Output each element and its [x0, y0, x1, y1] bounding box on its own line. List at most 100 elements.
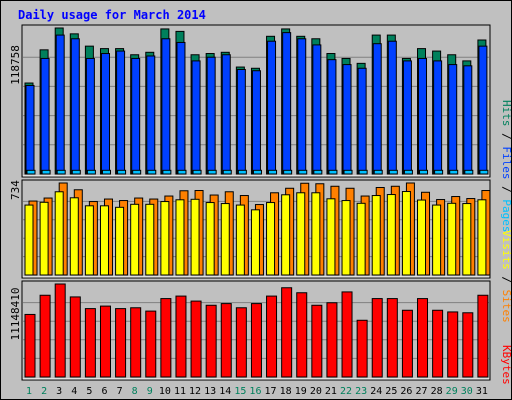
kbytes-bar	[266, 295, 278, 378]
files-bar	[418, 57, 428, 175]
kbytes-bar	[39, 294, 51, 378]
kbytes-bar	[190, 300, 202, 378]
kbytes-bar	[462, 312, 474, 378]
legend-sep-2: /	[500, 186, 512, 193]
pages-bar	[283, 169, 293, 175]
x-tick-label: 16	[249, 386, 261, 397]
files-bar	[402, 60, 412, 175]
files-bar	[70, 38, 80, 175]
pages-bar	[192, 169, 202, 175]
visits-bar	[190, 198, 200, 276]
kbytes-bar	[69, 296, 81, 378]
visits-bar	[39, 201, 49, 276]
pages-bar	[147, 169, 157, 175]
files-bar	[161, 38, 171, 175]
kbytes-bar	[130, 307, 142, 378]
pages-bar	[162, 169, 172, 175]
legend-hits: Hits	[500, 100, 512, 127]
legend-sites: Sites	[500, 290, 512, 323]
kbytes-bar	[432, 309, 444, 378]
kbytes-bar	[175, 295, 187, 378]
x-tick-label: 4	[71, 386, 77, 397]
visits-bar	[401, 191, 411, 276]
pages-bar	[132, 169, 142, 175]
kbytes-bar	[356, 319, 368, 378]
x-tick-label: 21	[325, 386, 337, 397]
x-tick-label: 8	[132, 386, 138, 397]
pages-bar	[222, 169, 232, 175]
x-tick-label: 23	[355, 386, 367, 397]
visits-bar	[99, 205, 109, 276]
files-bar	[116, 50, 126, 175]
kbytes-bar	[205, 304, 217, 378]
pages-bar	[388, 169, 398, 175]
kbytes-bar	[447, 311, 459, 378]
files-bar	[372, 43, 382, 175]
kbytes-bar	[54, 283, 66, 378]
files-bar	[25, 84, 35, 175]
x-tick-label: 10	[159, 386, 171, 397]
pages-bar	[419, 169, 429, 175]
visits-bar	[417, 199, 427, 276]
x-tick-label: 1	[26, 386, 32, 397]
pages-bar	[313, 169, 323, 175]
visits-bar	[175, 199, 185, 276]
x-tick-label: 19	[295, 386, 307, 397]
files-bar	[478, 45, 488, 175]
files-bar	[342, 64, 352, 175]
pages-bar	[177, 169, 187, 175]
files-bar	[146, 55, 156, 175]
visits-max-label: 734	[9, 180, 22, 200]
visits-bar	[145, 203, 155, 276]
files-bar	[327, 59, 337, 175]
pages-bar	[41, 169, 51, 175]
visits-bar	[69, 197, 79, 276]
legend-sep-3: /	[500, 276, 512, 283]
pages-bar	[268, 169, 278, 175]
x-tick-label: 18	[280, 386, 292, 397]
legend-middle: Visits / Sites	[500, 230, 512, 323]
kbytes-bar	[417, 298, 429, 378]
kbytes-bar	[326, 302, 338, 378]
pages-bar	[117, 169, 127, 175]
visits-bar	[130, 203, 140, 276]
visits-bar	[462, 203, 472, 276]
x-tick-label: 13	[204, 386, 216, 397]
kbytes-bar	[341, 291, 353, 378]
visits-bar	[296, 192, 306, 276]
pages-bar	[71, 169, 81, 175]
files-bar	[267, 40, 277, 175]
files-bar	[100, 53, 110, 175]
files-bar	[433, 60, 443, 175]
files-bar	[55, 34, 65, 175]
pages-bar	[328, 169, 338, 175]
pages-bar	[464, 169, 474, 175]
files-bar	[85, 57, 95, 175]
legend-pages: Pages	[500, 199, 512, 232]
visits-bar	[205, 202, 215, 276]
kbytes-bar	[250, 303, 262, 378]
kbytes-bar	[281, 287, 293, 378]
visits-bar	[115, 206, 125, 276]
kbytes-bar	[160, 298, 172, 378]
x-tick-label: 6	[101, 386, 107, 397]
x-tick-label: 3	[56, 386, 62, 397]
visits-bar	[356, 202, 366, 276]
files-bar	[387, 40, 397, 175]
visits-bar	[311, 192, 321, 276]
pages-bar	[449, 169, 459, 175]
kbytes-bar	[311, 304, 323, 378]
kbytes-max-label: 11148410	[9, 288, 22, 341]
visits-bar	[220, 203, 230, 276]
x-tick-label: 2	[41, 386, 47, 397]
visits-bar	[326, 198, 336, 276]
kbytes-bar	[296, 292, 308, 378]
x-tick-label: 28	[431, 386, 443, 397]
visits-bar	[235, 204, 245, 276]
files-bar	[448, 64, 458, 175]
files-bar	[357, 67, 367, 175]
visits-bar	[386, 194, 396, 276]
visits-bar	[447, 202, 457, 276]
pages-bar	[434, 169, 444, 175]
